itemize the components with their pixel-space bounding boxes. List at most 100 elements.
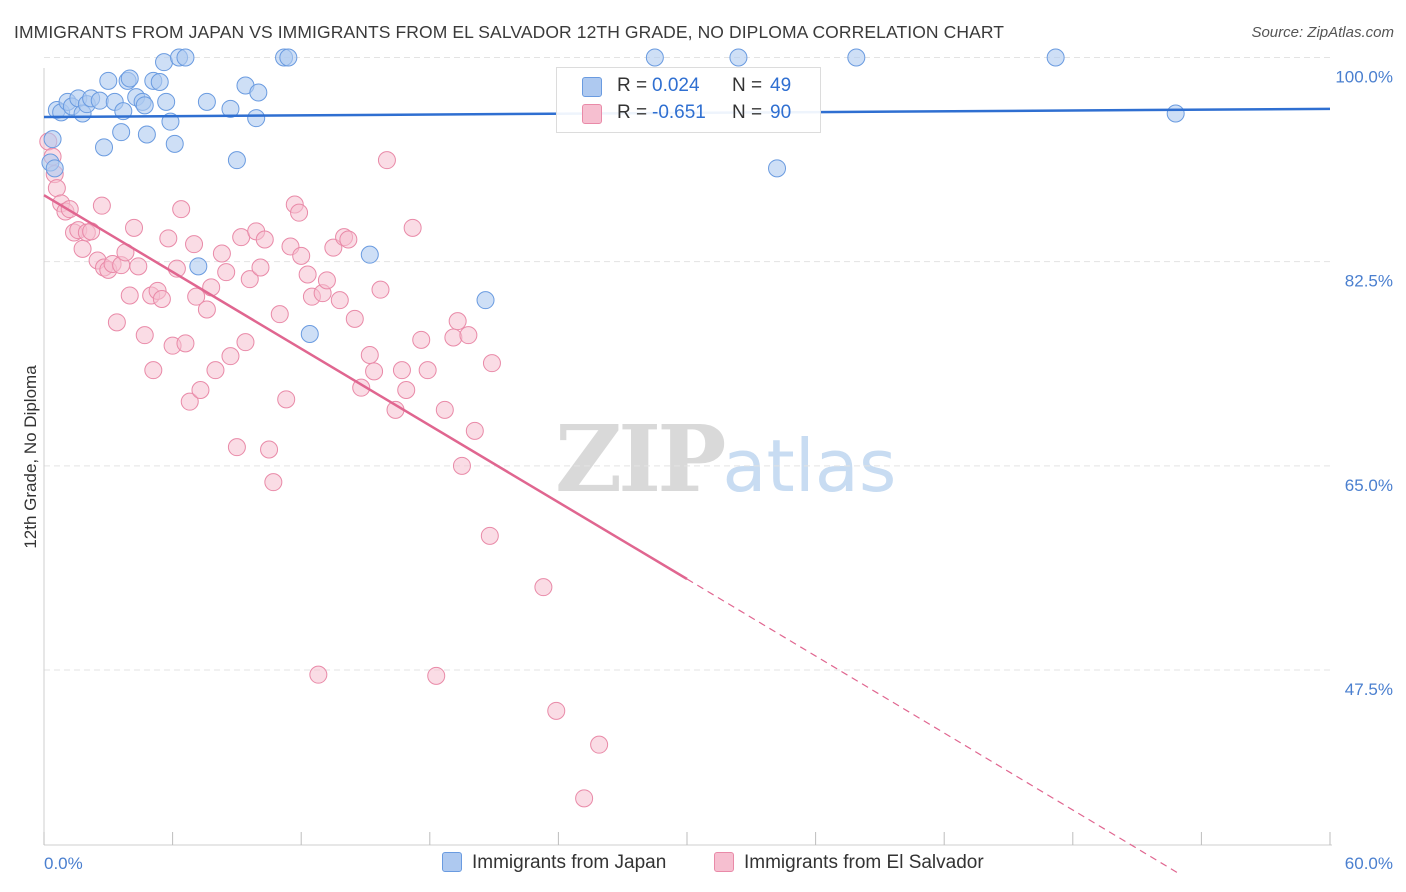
elsalvador-point (534, 578, 553, 597)
elsalvador-point (480, 526, 499, 545)
elsalvador-point (277, 390, 296, 409)
elsalvador-point (185, 235, 204, 254)
elsalvador-point (206, 361, 225, 380)
elsalvador-point (144, 361, 163, 380)
elsalvador-point (125, 218, 144, 237)
legend-elsalvador-swatch (714, 852, 734, 872)
japan-point (1046, 48, 1065, 67)
japan-point (197, 92, 216, 111)
elsalvador-point (73, 239, 92, 258)
elsalvador-point (191, 381, 210, 399)
elsalvador-point (444, 328, 463, 347)
elsalvador-point (317, 271, 336, 290)
japan-point (768, 159, 787, 178)
elsalvador-point (255, 230, 274, 249)
y-tick-label: 65.0% (1345, 476, 1393, 495)
japan-point (300, 325, 319, 343)
elsalvador-point (365, 362, 384, 381)
elsalvador-point (309, 665, 328, 684)
japan-point (155, 53, 174, 72)
elsalvador-point (392, 361, 411, 380)
japan-point (227, 151, 246, 170)
elsalvador-point (236, 333, 255, 352)
elsalvador-point (418, 361, 437, 380)
japan-point (157, 92, 176, 111)
source-note: Source: ZipAtlas.com (1251, 24, 1394, 41)
elsalvador-point (232, 228, 251, 247)
elsalvador-point (172, 200, 191, 219)
japan-point (645, 48, 664, 67)
elsalvador-point (264, 473, 283, 492)
elsalvador-point (152, 290, 171, 308)
legend-row-elsalvador: R = -0.651 N = 90 (557, 100, 820, 128)
elsalvador-point (107, 313, 126, 332)
legend-item-elsalvador: Immigrants from El Salvador (714, 852, 984, 874)
elsalvador-n-label: N = (732, 102, 763, 123)
elsalvador-point (590, 735, 609, 754)
elsalvador-point (197, 300, 216, 319)
elsalvador-point (465, 421, 484, 440)
chart-title: IMMIGRANTS FROM JAPAN VS IMMIGRANTS FROM… (14, 22, 1005, 42)
point-layer (39, 48, 1185, 808)
japan-point (847, 48, 866, 67)
elsalvador-point (221, 347, 240, 366)
grid-layer (44, 57, 1332, 671)
japan-point (99, 71, 118, 90)
elsalvador-point (377, 151, 396, 170)
elsalvador-point (448, 312, 467, 331)
elsalvador-point (47, 179, 66, 198)
japan-point (279, 48, 298, 67)
elsalvador-point (290, 203, 309, 222)
y-axis-label: 12th Grade, No Diploma (21, 365, 40, 549)
elsalvador-point (397, 381, 416, 399)
japan-point (137, 125, 156, 144)
elsalvador-trend-line (43, 194, 688, 581)
japan-point (189, 257, 208, 276)
elsalvador-point (270, 305, 289, 324)
trend-layer (43, 107, 1331, 875)
elsalvador-point (176, 334, 195, 353)
elsalvador-point (251, 258, 270, 277)
elsalvador-point (547, 701, 566, 720)
elsalvador-r-value: -0.651 (652, 102, 706, 123)
elsalvador-point (187, 287, 206, 306)
japan-point (90, 91, 109, 110)
elsalvador-point (330, 291, 349, 310)
legend-item-japan: Immigrants from Japan (442, 852, 666, 874)
japan-swatch (582, 77, 602, 97)
elsalvador-point (217, 263, 236, 282)
japan-point (729, 48, 748, 67)
japan-point (165, 134, 184, 153)
elsalvador-point (292, 246, 311, 265)
elsalvador-point (120, 286, 139, 305)
elsalvador-point (403, 218, 422, 237)
japan-point (95, 138, 114, 157)
japan-point (360, 245, 379, 264)
elsalvador-r-label: R = (617, 102, 648, 123)
elsalvador-point (298, 265, 317, 284)
y-tick-label: 100.0% (1335, 68, 1393, 87)
japan-point (221, 99, 240, 118)
japan-point (249, 83, 268, 102)
elsalvador-point (82, 222, 101, 241)
elsalvador-swatch (582, 104, 602, 124)
elsalvador-point (260, 440, 279, 459)
elsalvador-point (339, 230, 358, 249)
x-tick-label: 0.0% (44, 854, 83, 873)
japan-point (1166, 104, 1185, 123)
elsalvador-point (360, 346, 379, 364)
elsalvador-point (129, 257, 148, 276)
elsalvador-point (345, 309, 364, 328)
y-tick-label: 82.5% (1345, 272, 1393, 291)
japan-r-value: 0.024 (652, 75, 700, 96)
legend-japan-label: Immigrants from Japan (472, 852, 667, 873)
japan-point (135, 96, 154, 115)
japan-r-label: R = (617, 75, 648, 96)
elsalvador-trend-extension (686, 578, 1181, 875)
japan-n-label: N = (732, 75, 763, 96)
elsalvador-point (180, 392, 199, 411)
elsalvador-point (92, 196, 111, 215)
elsalvador-n-value: 90 (770, 102, 792, 123)
elsalvador-point (212, 244, 231, 263)
elsalvador-point (575, 789, 594, 808)
